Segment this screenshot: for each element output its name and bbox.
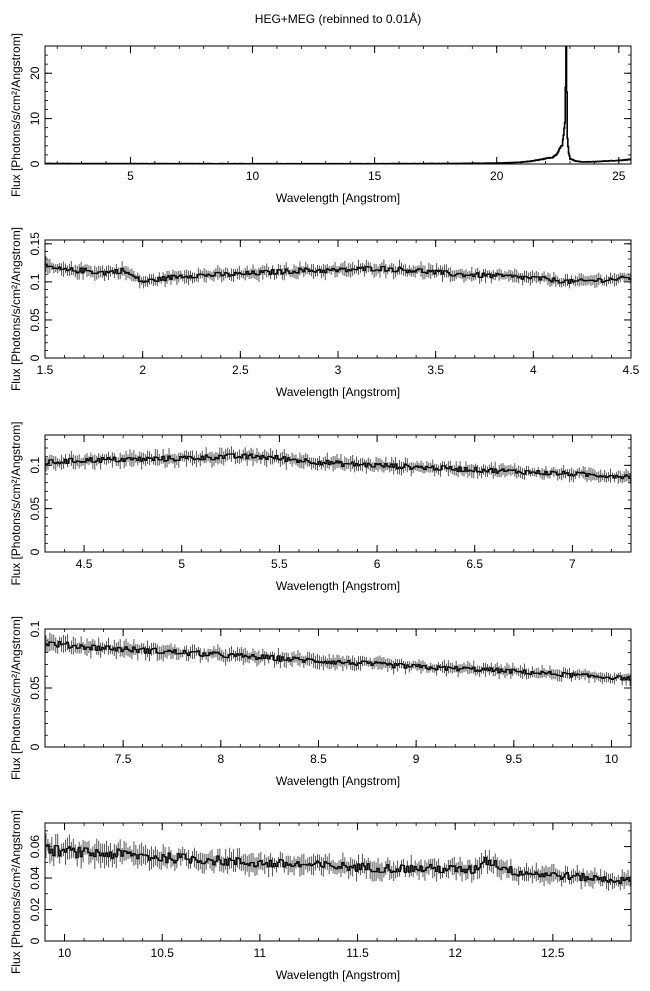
chart-panel-3: 4.5 5 5.5 6 6.5 7 0 0.05 0.1 Wavelength [Angstrom… bbox=[9, 421, 632, 593]
x-tick-label: 7.5 bbox=[115, 752, 132, 766]
x-axis-label: Wavelength [Angstrom] bbox=[276, 191, 400, 205]
chart-panel-1: 5 10 15 20 25 0 10 20 Wavelength [Angstrom] Flux … bbox=[9, 33, 632, 205]
y-tick-label: 0 bbox=[28, 743, 42, 750]
x-tick-label: 3 bbox=[335, 363, 342, 377]
series-group bbox=[45, 833, 631, 891]
x-tick-label: 5 bbox=[127, 169, 134, 183]
series-line bbox=[45, 641, 631, 681]
y-tick-label: 0.15 bbox=[28, 232, 42, 256]
y-tick-label: 0.04 bbox=[28, 866, 42, 890]
plot-frame bbox=[44, 434, 632, 553]
y-axis-label: Flux [Photons/s/cm²/Angstrom] bbox=[9, 616, 23, 780]
y-axis-label: Flux [Photons/s/cm²/Angstrom] bbox=[9, 33, 23, 197]
y-axis-label: Flux [Photons/s/cm²/Angstrom] bbox=[9, 421, 23, 585]
x-tick-label: 3.5 bbox=[427, 363, 444, 377]
x-tick-label: 15 bbox=[368, 169, 382, 183]
series-group bbox=[45, 46, 631, 164]
x-tick-label: 11.5 bbox=[346, 946, 369, 960]
chart-panel-4: 7.5 8 8.5 9 9.5 10 0 0.05 0.1 Wavelength [Angstro… bbox=[9, 616, 632, 788]
chart-panel-5: 10 10.5 11 11.5 12 12.5 0 0.02 0.04 0.06 Wavelengt… bbox=[9, 810, 632, 982]
x-tick-label: 11 bbox=[254, 946, 267, 960]
x-tick-label: 5.5 bbox=[271, 557, 288, 571]
y-tick-label: 10 bbox=[28, 112, 42, 126]
series-line bbox=[45, 263, 631, 284]
x-tick-label: 10 bbox=[605, 752, 619, 766]
x-tick-label: 25 bbox=[612, 169, 626, 183]
series-line bbox=[45, 453, 631, 480]
figure-title: HEG+MEG (rebinned to 0.01Å) bbox=[255, 11, 421, 26]
chart-panel-2: 1.5 2 2.5 3 3.5 4 4.5 0 0.05 0.1 0.15 Wavelength [A… bbox=[9, 227, 640, 399]
y-tick-label: 0.05 bbox=[28, 497, 42, 521]
y-tick-label: 0.02 bbox=[28, 898, 42, 922]
plot-frame bbox=[44, 45, 632, 165]
x-tick-label: 9.5 bbox=[505, 752, 522, 766]
y-tick-label: 0 bbox=[28, 354, 42, 361]
x-tick-label: 7 bbox=[569, 557, 576, 571]
series-group bbox=[45, 632, 631, 687]
y-tick-label: 0.05 bbox=[28, 676, 42, 700]
x-tick-label: 12.5 bbox=[541, 946, 565, 960]
x-tick-label: 10.5 bbox=[151, 946, 175, 960]
y-tick-label: 0 bbox=[28, 937, 42, 944]
y-tick-label: 0.1 bbox=[28, 457, 42, 474]
x-tick-label: 5 bbox=[178, 557, 185, 571]
error-bars bbox=[45, 833, 631, 891]
x-tick-label: 2 bbox=[139, 363, 146, 377]
x-tick-label: 20 bbox=[490, 169, 504, 183]
x-tick-label: 6.5 bbox=[466, 557, 483, 571]
x-axis-label: Wavelength [Angstrom] bbox=[276, 385, 400, 399]
y-tick-label: 20 bbox=[28, 66, 42, 80]
y-tick-label: 0 bbox=[28, 548, 42, 555]
y-tick-label: 0.05 bbox=[28, 308, 42, 332]
series-group bbox=[45, 446, 631, 484]
x-tick-label: 10 bbox=[246, 169, 260, 183]
x-axis-label: Wavelength [Angstrom] bbox=[276, 774, 400, 788]
x-tick-label: 8 bbox=[217, 752, 224, 766]
series-line bbox=[45, 46, 631, 164]
series-group bbox=[45, 256, 631, 289]
x-tick-label: 4.5 bbox=[623, 363, 640, 377]
y-tick-label: 0.1 bbox=[28, 620, 42, 637]
y-axis-label: Flux [Photons/s/cm²/Angstrom] bbox=[9, 810, 23, 974]
x-tick-label: 6 bbox=[374, 557, 381, 571]
x-axis-label: Wavelength [Angstrom] bbox=[276, 968, 400, 982]
y-tick-label: 0.06 bbox=[28, 835, 42, 859]
y-axis-label: Flux [Photons/s/cm²/Angstrom] bbox=[9, 227, 23, 391]
x-tick-label: 12 bbox=[449, 946, 463, 960]
series-line bbox=[45, 844, 631, 885]
x-tick-label: 8.5 bbox=[310, 752, 327, 766]
x-tick-label: 10 bbox=[58, 946, 72, 960]
x-tick-label: 4 bbox=[530, 363, 537, 377]
error-bars bbox=[45, 446, 631, 484]
error-bars bbox=[45, 632, 631, 687]
y-tick-label: 0.1 bbox=[28, 273, 42, 290]
error-bars bbox=[45, 256, 631, 289]
plot-frame bbox=[44, 822, 632, 942]
x-axis-label: Wavelength [Angstrom] bbox=[276, 579, 400, 593]
y-tick-label: 0 bbox=[28, 160, 42, 167]
plot-frame bbox=[44, 239, 632, 359]
x-tick-label: 9 bbox=[413, 752, 420, 766]
x-tick-label: 4.5 bbox=[76, 557, 93, 571]
x-tick-label: 2.5 bbox=[232, 363, 249, 377]
x-tick-label: 1.5 bbox=[37, 363, 54, 377]
